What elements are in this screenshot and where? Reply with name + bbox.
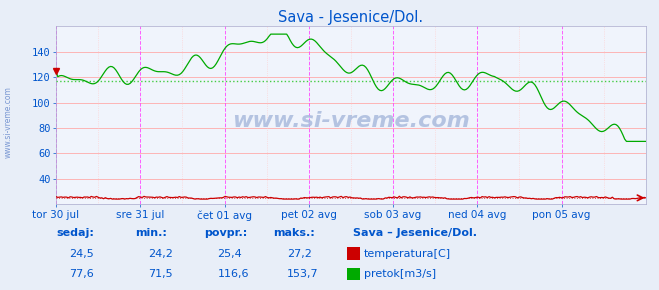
Text: 25,4: 25,4 [217,249,243,259]
Title: Sava - Jesenice/Dol.: Sava - Jesenice/Dol. [278,10,424,25]
Text: sedaj:: sedaj: [56,229,94,238]
Text: 24,2: 24,2 [148,249,173,259]
Text: www.si-vreme.com: www.si-vreme.com [3,86,13,158]
Text: min.:: min.: [135,229,167,238]
Text: 24,5: 24,5 [69,249,94,259]
Text: www.si-vreme.com: www.si-vreme.com [232,110,470,130]
Text: Sava – Jesenice/Dol.: Sava – Jesenice/Dol. [353,229,476,238]
Text: 153,7: 153,7 [287,269,318,279]
Text: temperatura[C]: temperatura[C] [364,249,451,259]
Text: pretok[m3/s]: pretok[m3/s] [364,269,436,279]
Text: maks.:: maks.: [273,229,315,238]
Text: povpr.:: povpr.: [204,229,248,238]
Text: 71,5: 71,5 [148,269,173,279]
Text: 116,6: 116,6 [217,269,249,279]
Text: 27,2: 27,2 [287,249,312,259]
Text: 77,6: 77,6 [69,269,94,279]
